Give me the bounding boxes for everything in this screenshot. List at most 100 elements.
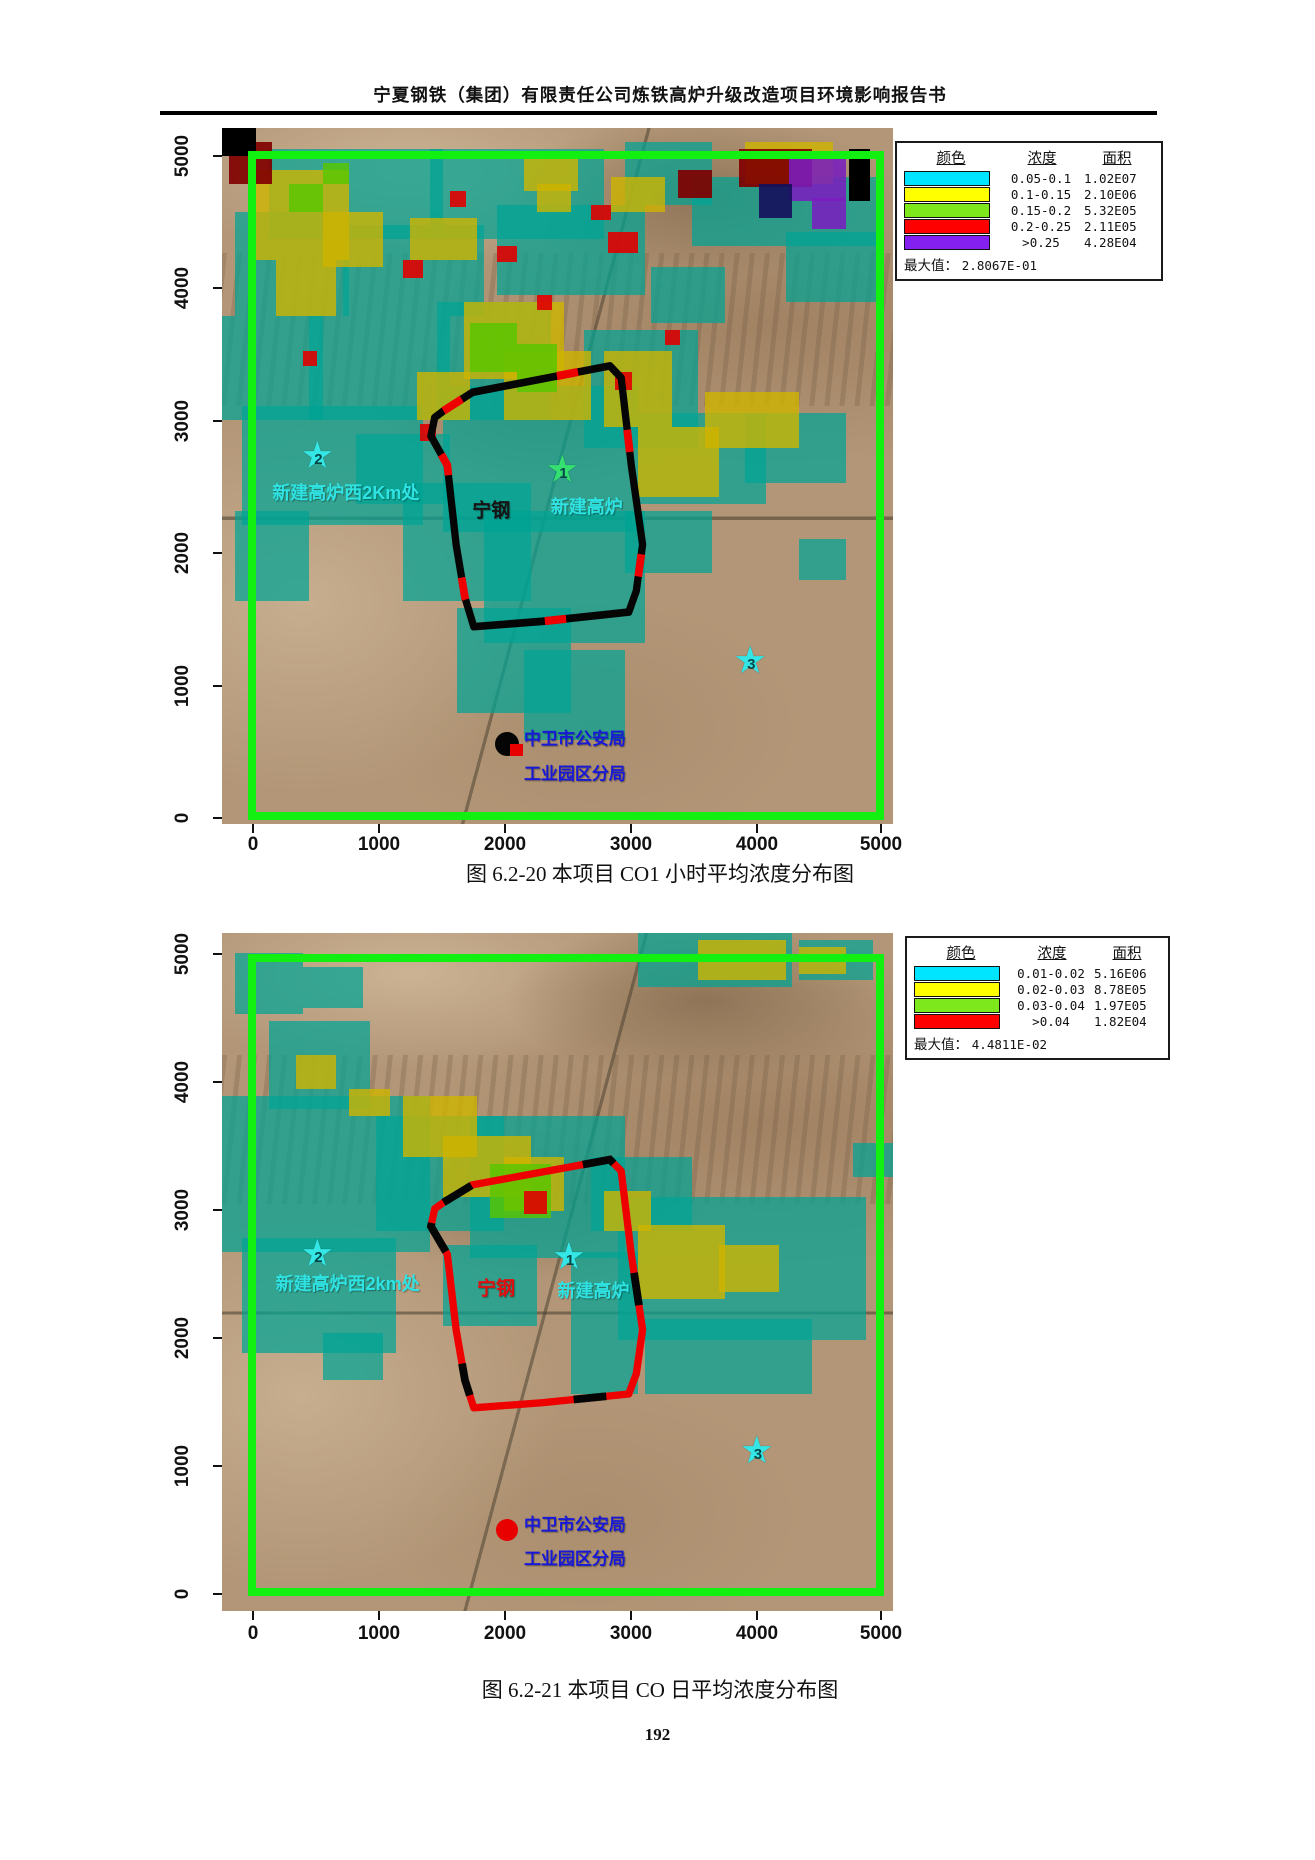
concentration-overlay [222,933,893,1611]
x-axis-tick [756,824,758,833]
map-legend: 颜色 浓度 面积 0.01-0.02 5.16E06 0.02-0.03 8.78E0… [905,936,1170,1060]
concentration-patch [604,350,672,428]
x-tick-label: 5000 [859,834,903,855]
map-label: 中卫市公安局 [523,1515,626,1535]
legend-concentration-range: 0.2-0.25 [1010,218,1072,234]
legend-color-swatch [914,981,1000,997]
y-axis-tick [213,1209,222,1211]
legend-row: 0.1-0.15 2.10E06 [904,186,1156,202]
legend-area-value: 2.11E05 [1084,218,1137,234]
legend-rows: 0.05-0.1 1.02E07 0.1-0.15 2.10E06 0.15-0.2 5.… [904,170,1156,250]
concentration-patch [604,1190,652,1232]
concentration-patch [638,933,793,988]
y-tick-label: 4000 [172,266,193,310]
y-tick-label: 1000 [172,1444,193,1488]
x-axis-tick [630,824,632,833]
y-axis-tick [213,552,222,554]
map-legend: 颜色 浓度 面积 0.05-0.1 1.02E07 0.1-0.15 2.10E06 0… [895,141,1163,281]
x-axis-tick [252,824,254,833]
x-axis-tick [880,1611,882,1620]
star-icon: ★ [545,448,580,491]
legend-area-value: 2.10E06 [1084,186,1137,202]
concentration-patch [745,413,847,483]
legend-concentration-range: 0.05-0.1 [1010,170,1072,186]
x-axis-tick [252,1611,254,1620]
map-label: 中卫市公安局 [523,729,626,749]
concentration-patch [503,1156,565,1211]
monitor-point-number: 1 [559,464,568,482]
legend-row: >0.25 4.28E04 [904,234,1156,250]
map-label: 新建高炉西2Km处 [272,483,420,503]
terrain-ridges [222,1055,893,1205]
star-icon: ★ [300,1233,335,1276]
concentration-patch [738,148,813,188]
legend-header-row: 颜色 浓度 面积 [904,147,1156,168]
legend-concentration-range: 0.15-0.2 [1010,202,1072,218]
legend-area-value: 5.32E05 [1084,202,1137,218]
concentration-patch [490,1163,551,1218]
y-axis-tick [213,287,222,289]
concentration-patch [497,204,645,296]
x-tick-label: 0 [247,834,259,855]
page-number: 192 [644,1725,671,1744]
plant-boundary-outline [426,1155,647,1412]
concentration-patch [322,162,350,184]
legend-max-value: 最大值： 4.4811E-02 [914,1033,1163,1053]
calculation-domain-border [248,151,884,820]
concentration-patch [624,141,712,205]
legend-row: 0.15-0.2 5.32E05 [904,202,1156,218]
concentration-patch [607,232,638,254]
concentration-patch [416,371,471,421]
concentration-patch [523,650,625,741]
x-tick-label: 2000 [483,1623,527,1644]
concentration-patch [718,1244,779,1293]
concentration-patch [644,1319,813,1395]
calculation-domain-border [248,954,884,1596]
y-tick-label: 2000 [172,531,193,575]
y-axis-tick [213,953,222,955]
legend-max-value: 最大值： 2.8067E-01 [904,254,1156,274]
header-rule [160,111,1157,115]
concentration-patch [235,953,303,1015]
plant-boundary-outline [426,361,647,632]
legend-color-swatch [904,218,990,234]
concentration-patch [638,413,766,504]
concentration-patch [309,315,451,421]
map-markers: ★ 2 ★ 1 ★ 3 新建高炉西2km处 新建高炉 宁钢 中卫市公安局 工业园区分局 [222,933,893,1611]
legend-color-swatch [904,186,990,202]
x-axis-tick [880,824,882,833]
y-tick-label: 0 [172,1588,193,1600]
legend-rows: 0.01-0.02 5.16E06 0.02-0.03 8.78E05 0.03-0.0… [914,965,1163,1029]
legend-color-swatch [914,1013,1000,1029]
concentration-patch [248,169,350,261]
concentration-patch [242,406,424,525]
x-axis-tick [504,824,506,833]
concentration-patch [611,176,665,212]
concentration-patch [591,1156,692,1232]
concentration-patch [785,232,880,302]
concentration-patch [483,510,645,644]
police-station-dot [496,1518,519,1541]
legend-area-value: 5.16E06 [1094,965,1147,981]
concentration-patch [295,1055,337,1089]
x-axis-tick [504,1611,506,1620]
legend-row: 0.2-0.25 2.11E05 [904,218,1156,234]
document-header-title: 宁夏钢铁（集团）有限责任公司炼铁高炉升级改造项目环境影响报告书 [373,85,947,105]
terrain-ridges [222,253,893,407]
y-tick-label: 3000 [172,1188,193,1232]
concentration-patch [812,197,847,229]
concentration-patch [349,1088,390,1117]
legend-color-swatch [904,234,990,250]
concentration-patch [788,155,847,202]
x-axis-tick [756,1611,758,1620]
concentration-patch [403,1095,477,1157]
map-label: 新建高炉西2km处 [275,1273,420,1294]
map-label: 宁钢 [472,500,511,522]
legend-concentration-range: 0.01-0.02 [1017,965,1085,981]
monitor-point-number: 1 [565,1251,575,1269]
concentration-patch [584,329,699,449]
max-label: 最大值： [914,1037,968,1052]
